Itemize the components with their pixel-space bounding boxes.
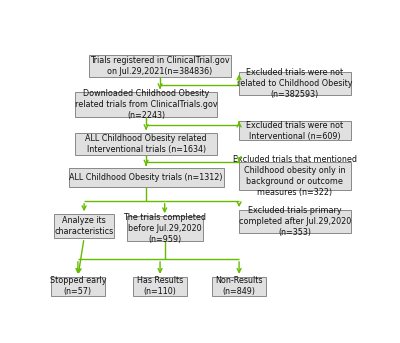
Text: Analyze its
characteristics: Analyze its characteristics bbox=[54, 216, 114, 236]
Text: Non-Results
(n=849): Non-Results (n=849) bbox=[215, 276, 263, 296]
Text: Excluded trials primary
completed after Jul.29,2020
(n=353): Excluded trials primary completed after … bbox=[239, 206, 351, 237]
FancyBboxPatch shape bbox=[75, 92, 218, 117]
FancyBboxPatch shape bbox=[75, 133, 218, 155]
FancyBboxPatch shape bbox=[212, 277, 266, 296]
FancyBboxPatch shape bbox=[127, 216, 203, 241]
FancyBboxPatch shape bbox=[133, 277, 187, 296]
FancyBboxPatch shape bbox=[54, 214, 114, 238]
FancyBboxPatch shape bbox=[69, 168, 224, 188]
FancyBboxPatch shape bbox=[239, 72, 351, 95]
Text: Excluded trials were not
related to Childhood Obesity
(n=382593): Excluded trials were not related to Chil… bbox=[237, 68, 353, 99]
Text: Stopped early
(n=57): Stopped early (n=57) bbox=[50, 276, 106, 296]
Text: Downloaded Childhood Obesity
related trials from ClinicalTrials.gov
(n=2243): Downloaded Childhood Obesity related tri… bbox=[75, 89, 218, 120]
FancyBboxPatch shape bbox=[239, 210, 351, 233]
FancyBboxPatch shape bbox=[239, 121, 351, 141]
Text: ALL Childhood Obesity related
Interventional trials (n=1634): ALL Childhood Obesity related Interventi… bbox=[85, 134, 207, 154]
Text: ALL Childhood Obesity trials (n=1312): ALL Childhood Obesity trials (n=1312) bbox=[69, 174, 223, 182]
Text: Excluded trials that mentioned
Childhood obesity only in
background or outcome
m: Excluded trials that mentioned Childhood… bbox=[233, 155, 357, 197]
FancyBboxPatch shape bbox=[51, 277, 105, 296]
Text: The trials completed
before Jul.29,2020
(n=959): The trials completed before Jul.29,2020 … bbox=[123, 213, 206, 244]
Text: Has Results
(n=110): Has Results (n=110) bbox=[137, 276, 183, 296]
Text: Excluded trials were not
Interventional (n=609): Excluded trials were not Interventional … bbox=[246, 121, 344, 141]
FancyBboxPatch shape bbox=[239, 162, 351, 190]
FancyBboxPatch shape bbox=[89, 55, 231, 78]
Text: Trials registered in ClinicalTrial.gov
on Jul.29,2021(n=384836): Trials registered in ClinicalTrial.gov o… bbox=[90, 56, 230, 76]
